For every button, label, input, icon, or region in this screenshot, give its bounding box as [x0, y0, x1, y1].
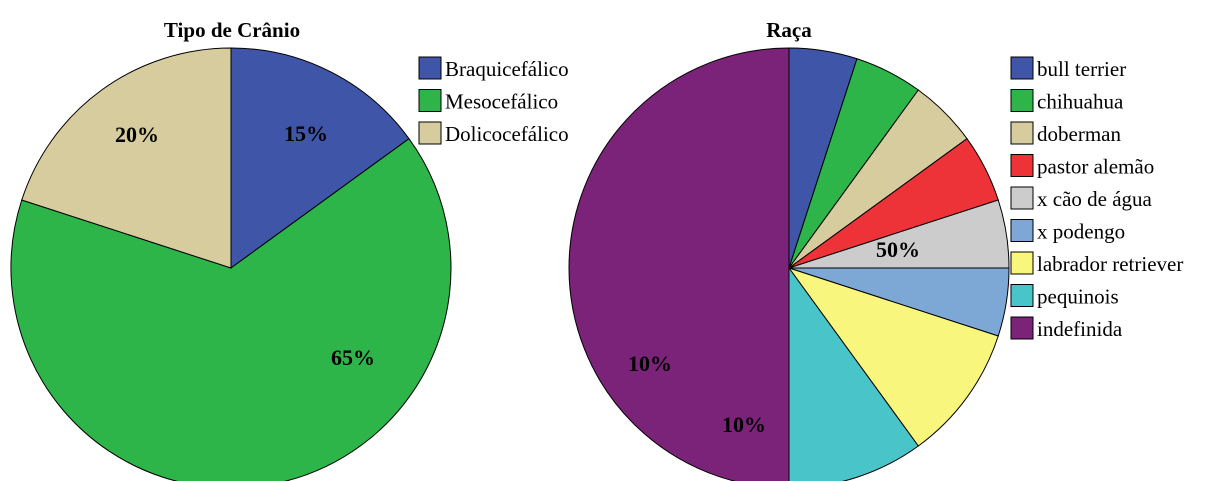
legend-label-doberman: doberman	[1037, 122, 1121, 146]
chart-title-raca: Raça	[766, 18, 812, 42]
pie-slice-labrador-retriever	[787, 267, 999, 447]
pie-slices	[568, 47, 1010, 481]
legend-swatch-indefinida	[1010, 316, 1034, 340]
legend-swatch-chihuahua	[1010, 89, 1034, 112]
pie-slice-labels: 15% 65% 20%	[115, 121, 375, 370]
slice-label-braquicefalico: 15%	[284, 121, 328, 146]
legend-label-bull-terrier: bull terrier	[1037, 57, 1126, 81]
legend-swatch-doberman	[1010, 121, 1034, 145]
legend-label-mesocefalico: Mesocefálico	[445, 90, 558, 114]
pie-slice-indefinida	[568, 47, 790, 481]
chart-title-tipo-de-cranio: Tipo de Crânio	[164, 18, 300, 42]
slice-label-dolicocefalico: 20%	[115, 122, 159, 147]
pie-slice-mesocefalico	[10, 137, 452, 481]
legend-swatch-x-cao-de-agua	[1010, 186, 1034, 210]
legend-swatch-labrador-retriever	[1010, 251, 1034, 275]
legend-swatch-dolicocefalico	[418, 121, 442, 145]
legend-label-x-podengo: x podengo	[1037, 220, 1125, 244]
slice-label-indefinida: 50%	[876, 237, 920, 262]
legend-raca: bull terrier chihuahua doberman pastor alem…	[1010, 56, 1183, 341]
pie-chart-raca: Raça 10% 10% 50% bull terrier chihuahua dobe…	[568, 18, 1183, 481]
legend-swatch-mesocefalico	[418, 89, 442, 112]
legend-label-indefinida: indefinida	[1037, 317, 1123, 341]
pie-slice-pequinois	[788, 266, 920, 481]
legend-swatch-x-podengo	[1010, 219, 1034, 242]
slice-label-labrador-retriever: 10%	[628, 351, 672, 376]
slice-label-mesocefalico: 65%	[331, 345, 375, 370]
legend-label-dolicocefalico: Dolicocefálico	[445, 122, 569, 146]
pie-slices	[10, 47, 452, 481]
legend-swatch-pequinois	[1010, 284, 1034, 307]
slice-label-pequinois: 10%	[722, 412, 766, 437]
legend-swatch-bull-terrier	[1010, 56, 1034, 80]
pie-chart-tipo-de-cranio: Tipo de Crânio 15% 65% 20% Braquicefálico M…	[10, 18, 569, 481]
legend-swatch-pastor-alemao	[1010, 154, 1034, 177]
legend-swatch-braquicefalico	[418, 56, 442, 80]
legend-tipo-de-cranio: Braquicefálico Mesocefálico Dolicocefálico	[418, 56, 569, 146]
legend-label-pastor-alemao: pastor alemão	[1037, 155, 1154, 179]
pie-slice-labels: 10% 10% 50%	[628, 237, 920, 437]
legend-label-pequinois: pequinois	[1037, 285, 1119, 309]
pie-slice-braquicefalico	[230, 47, 410, 269]
pie-slice-dolicocefalico	[21, 47, 232, 269]
legend-label-x-cao-de-agua: x cão de água	[1037, 187, 1153, 211]
legend-label-braquicefalico: Braquicefálico	[445, 57, 569, 81]
legend-label-chihuahua: chihuahua	[1037, 90, 1124, 114]
legend-label-labrador-retriever: labrador retriever	[1037, 252, 1183, 276]
